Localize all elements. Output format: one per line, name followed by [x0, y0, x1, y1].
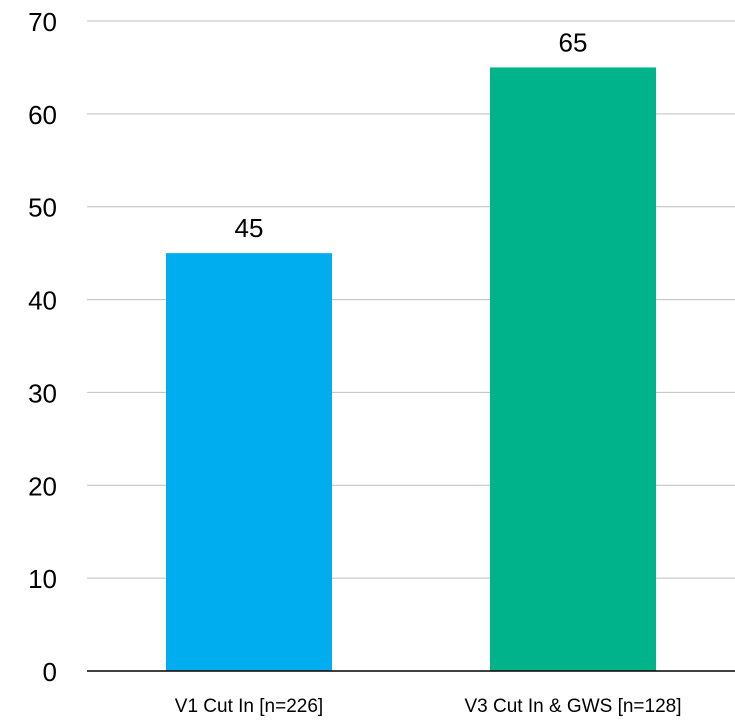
x-tick-label: V3 Cut In & GWS [n=128] — [464, 696, 681, 717]
bar-1 — [166, 253, 332, 671]
data-label: 65 — [559, 27, 588, 57]
bar-2 — [490, 67, 656, 671]
x-tick-label: V1 Cut In [n=226] — [175, 696, 323, 717]
bars — [166, 67, 656, 671]
labels: 0 10 20 30 40 50 60 70 45 V1 Cut In [n=226] 65 V3 C… — [28, 7, 681, 717]
y-tick-label: 40 — [28, 286, 57, 316]
y-tick-label: 60 — [28, 100, 57, 130]
data-label: 45 — [235, 213, 264, 243]
y-tick-label: 50 — [28, 193, 57, 223]
y-tick-label: 70 — [28, 7, 57, 37]
y-tick-label: 30 — [28, 378, 57, 408]
y-tick-label: 10 — [28, 564, 57, 594]
y-tick-label: 20 — [28, 471, 57, 501]
y-tick-label: 0 — [43, 657, 57, 687]
